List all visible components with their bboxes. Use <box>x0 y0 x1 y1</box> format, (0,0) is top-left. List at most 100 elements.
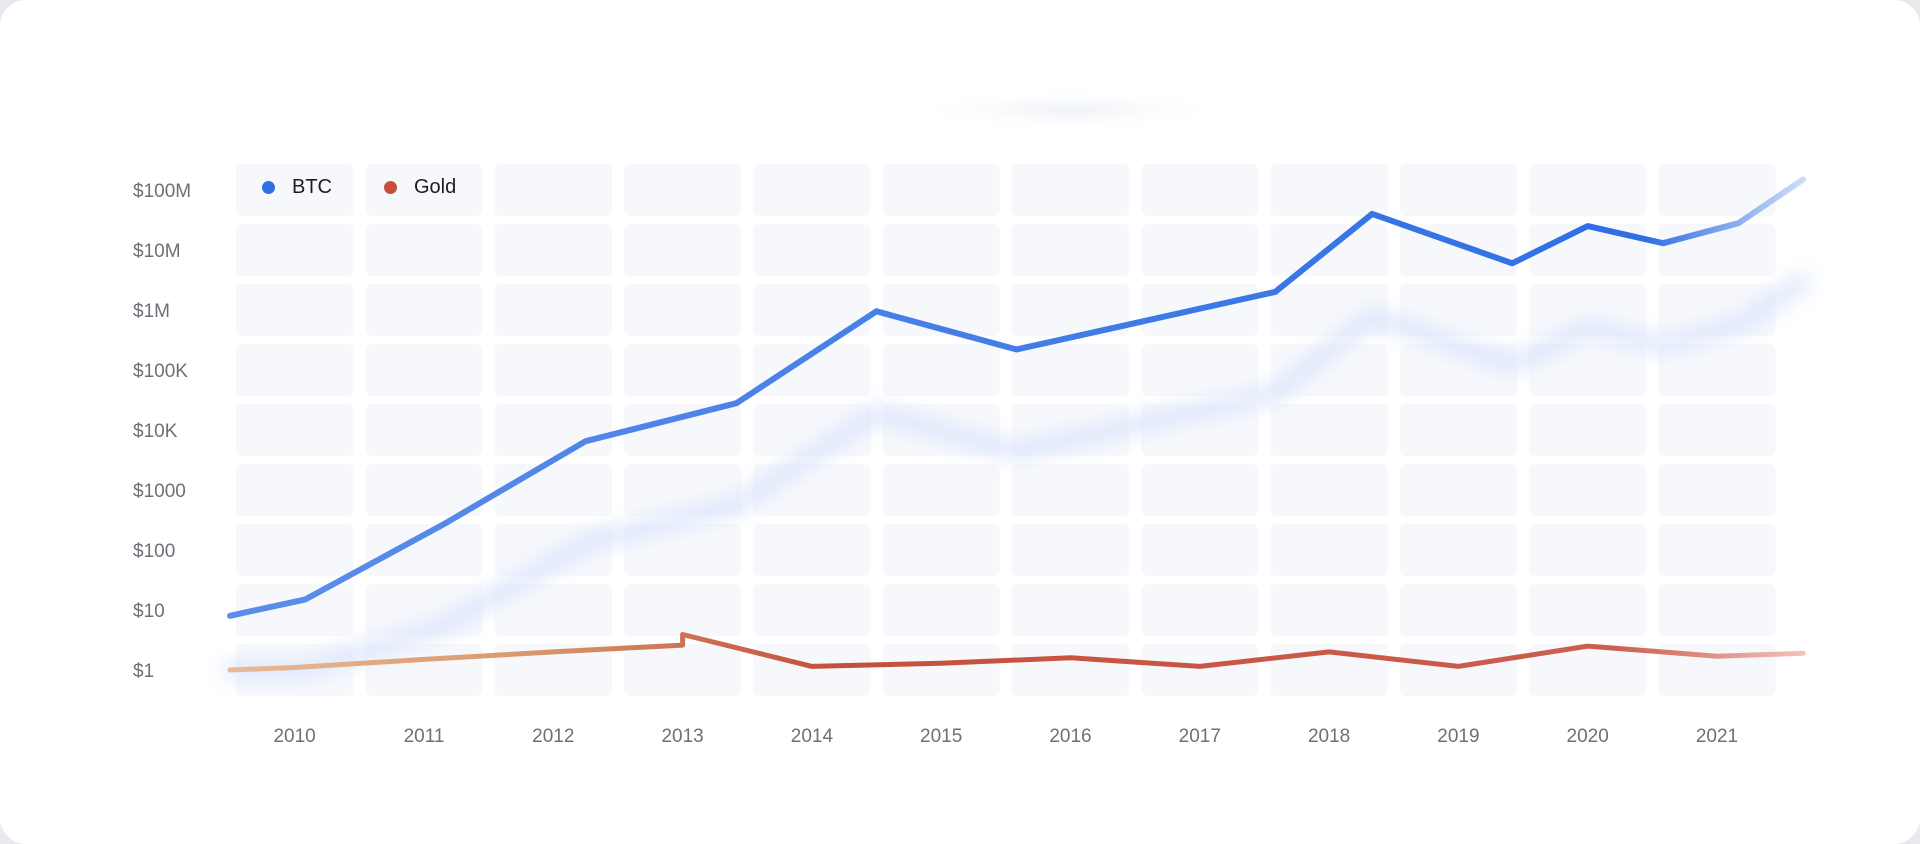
grid-cell <box>365 284 483 336</box>
x-tick-label: 2016 <box>1049 726 1091 747</box>
grid-cell <box>1529 224 1647 276</box>
grid-cell <box>1141 464 1259 516</box>
grid-cell <box>1141 584 1259 636</box>
grid-cell <box>1399 284 1517 336</box>
grid-cell <box>236 584 354 636</box>
y-tick-label: $1 <box>133 661 154 682</box>
y-tick-label: $1000 <box>133 481 186 502</box>
grid-cell <box>623 464 742 516</box>
x-tick-label: 2020 <box>1567 726 1609 747</box>
grid-cell <box>753 164 871 216</box>
grid-cell <box>753 644 871 696</box>
grid-cell <box>623 344 742 396</box>
legend: BTC Gold <box>262 176 508 199</box>
grid-cell <box>1399 644 1517 696</box>
x-tick-label: 2021 <box>1696 726 1738 747</box>
grid-cell <box>236 524 354 576</box>
grid-cell <box>365 524 483 576</box>
grid-cell <box>882 644 1000 696</box>
legend-dot-btc <box>262 181 275 194</box>
grid-cell <box>623 524 742 576</box>
grid-cell <box>1270 584 1388 636</box>
grid-cell <box>1399 464 1517 516</box>
x-tick-label: 2014 <box>791 726 834 747</box>
x-tick-label: 2010 <box>273 726 315 747</box>
grid-cell <box>1529 164 1647 216</box>
grid-cell <box>236 224 354 276</box>
x-tick-label: 2011 <box>404 726 445 747</box>
grid-cell <box>1399 164 1517 216</box>
grid-cell <box>494 344 612 396</box>
y-tick-label: $10M <box>133 241 181 262</box>
grid-cell <box>1399 584 1517 636</box>
y-tick-label: $10K <box>133 421 178 442</box>
series-line-gold <box>227 632 1806 673</box>
grid-cell <box>236 164 354 216</box>
grid-cell <box>494 644 612 696</box>
grid-cell <box>1141 164 1259 216</box>
y-tick-label: $10 <box>133 601 165 622</box>
x-tick-label: 2013 <box>661 726 703 747</box>
grid-cell <box>753 284 871 336</box>
grid-cell <box>623 644 742 696</box>
grid <box>236 164 1776 696</box>
grid-cell <box>1658 404 1776 456</box>
series <box>222 176 1812 678</box>
grid-cell <box>494 164 612 216</box>
grid-cell <box>1658 584 1776 636</box>
legend-dot-gold <box>384 181 397 194</box>
grid-cell <box>753 224 871 276</box>
x-axis-ticks: 2010 2011 2012 2013 2014 2015 2016 2017 2018 2019… <box>273 726 1738 747</box>
grid-cell <box>1529 584 1647 636</box>
grid-cell <box>882 164 1000 216</box>
grid-cell <box>1141 224 1259 276</box>
grid-cell <box>236 404 354 456</box>
grid-cell <box>365 344 483 396</box>
grid-cell <box>1270 404 1388 456</box>
btc-shadow <box>222 273 1812 678</box>
grid-cell <box>365 404 483 456</box>
grid-cell <box>494 224 612 276</box>
grid-cell <box>1529 644 1647 696</box>
ghost-title <box>910 88 1230 132</box>
grid-cell <box>494 284 612 336</box>
x-tick-label: 2019 <box>1437 726 1479 747</box>
grid-cell <box>1658 164 1776 216</box>
y-tick-label: $1M <box>133 301 170 322</box>
grid-cell <box>753 584 871 636</box>
grid-cell <box>1529 524 1647 576</box>
grid-cell <box>1141 344 1259 396</box>
grid-cell <box>494 584 612 636</box>
grid-cell <box>1141 644 1259 696</box>
grid-cell <box>1011 344 1130 396</box>
grid-cell <box>1011 644 1130 696</box>
grid-cell <box>1141 524 1259 576</box>
grid-cell <box>1529 404 1647 456</box>
y-tick-label: $100K <box>133 361 188 382</box>
grid-cell <box>1529 464 1647 516</box>
x-tick-label: 2018 <box>1308 726 1350 747</box>
legend-item-gold[interactable]: Gold <box>384 176 456 199</box>
grid-cell <box>1270 164 1388 216</box>
grid-cell <box>623 224 742 276</box>
legend-label-gold: Gold <box>414 176 457 198</box>
grid-cell <box>882 464 1000 516</box>
grid-cell <box>365 164 483 216</box>
grid-cell <box>494 404 612 456</box>
grid-cell <box>623 284 742 336</box>
legend-item-btc[interactable]: BTC <box>262 176 332 199</box>
grid-cell <box>882 584 1000 636</box>
grid-cell <box>494 464 612 516</box>
grid-cell <box>1658 464 1776 516</box>
grid-cell <box>1270 464 1388 516</box>
grid-cell <box>1399 404 1517 456</box>
x-tick-label: 2012 <box>532 726 574 747</box>
grid-cell <box>365 224 483 276</box>
grid-cell <box>236 344 354 396</box>
grid-cell <box>1011 524 1130 576</box>
y-tick-label: $100M <box>133 181 191 202</box>
grid-cell <box>236 464 354 516</box>
grid-cell <box>1011 584 1130 636</box>
grid-cell <box>1658 344 1776 396</box>
